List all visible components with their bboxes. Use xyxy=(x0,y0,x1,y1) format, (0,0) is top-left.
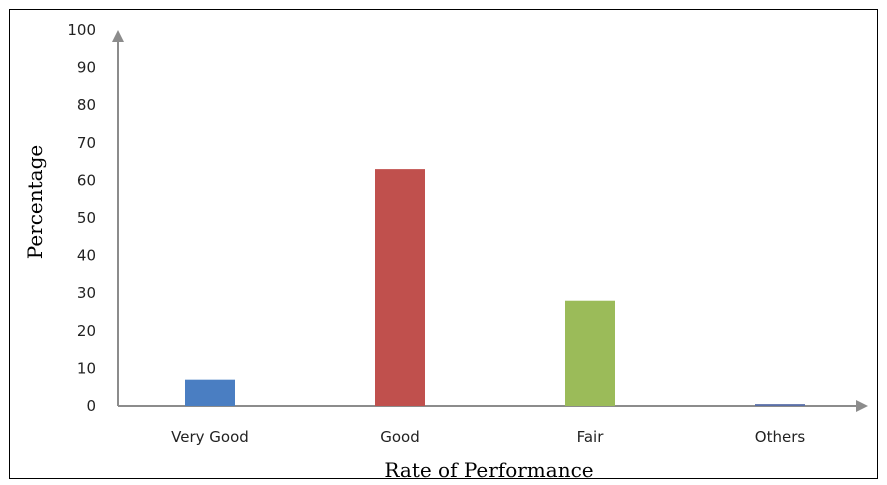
category-label: Good xyxy=(380,428,420,446)
y-tick-label: 70 xyxy=(77,134,96,152)
y-tick-label: 60 xyxy=(77,171,96,189)
y-axis-title: Percentage xyxy=(23,145,47,259)
y-tick-label: 40 xyxy=(77,247,96,265)
y-tick-label: 80 xyxy=(77,96,96,114)
category-label: Fair xyxy=(577,428,605,446)
category-label: Others xyxy=(755,428,806,446)
bar xyxy=(375,169,425,406)
y-tick-label: 90 xyxy=(77,59,96,77)
y-tick-label: 10 xyxy=(77,359,96,377)
y-tick-label: 20 xyxy=(77,322,96,340)
y-tick-label: 100 xyxy=(67,21,96,39)
category-label: Very Good xyxy=(171,428,249,446)
bar xyxy=(755,404,805,406)
category-labels: Very Good Good Fair Others xyxy=(171,428,805,446)
y-tick-label: 50 xyxy=(77,209,96,227)
y-axis-arrow-icon xyxy=(112,30,124,42)
chart-frame xyxy=(9,9,878,479)
x-axis-arrow-icon xyxy=(856,400,868,412)
y-tick-labels: 0 10 20 30 40 50 60 70 80 90 100 xyxy=(67,21,96,415)
bars xyxy=(185,169,805,406)
y-tick-label: 0 xyxy=(86,397,96,415)
y-tick-label: 30 xyxy=(77,284,96,302)
bar xyxy=(185,379,235,406)
x-axis-title: Rate of Performance xyxy=(384,458,593,482)
bar xyxy=(565,300,615,406)
